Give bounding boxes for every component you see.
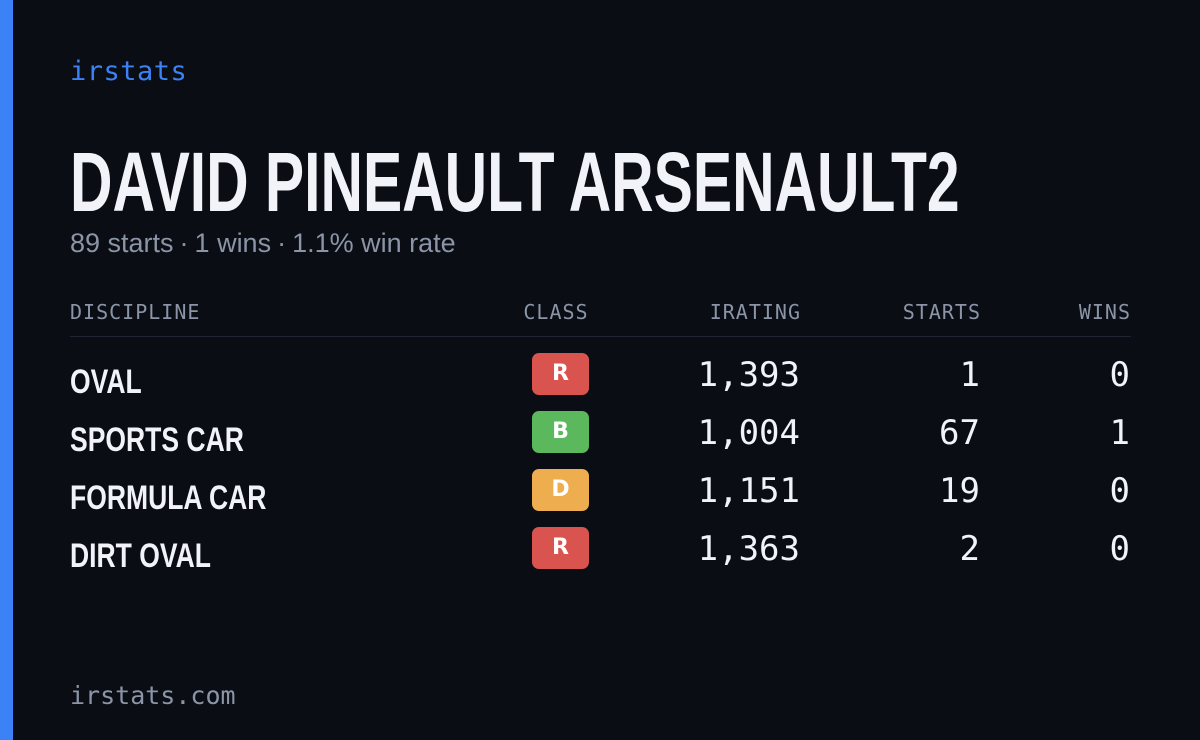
starts-value: 67	[939, 413, 980, 453]
discipline-name: SPORTS CAR	[70, 421, 244, 459]
header-starts: STARTS	[902, 300, 981, 324]
table-row: FORMULA CAR D 1,151 19 0	[70, 469, 1131, 527]
header-wins: WINS	[1078, 300, 1131, 324]
accent-bar	[0, 0, 13, 740]
table-row: SPORTS CAR B 1,004 67 1	[70, 411, 1131, 469]
wins-value: 0	[1109, 471, 1130, 511]
irating-value: 1,151	[697, 471, 800, 511]
irating-value: 1,393	[697, 355, 800, 395]
wins-value: 1	[1109, 413, 1130, 453]
class-badge: R	[532, 353, 589, 395]
header-irating: IRATING	[709, 300, 801, 324]
brand-label: irstats	[70, 56, 188, 87]
class-badge: R	[532, 527, 589, 569]
winrate-summary: 1.1% win rate	[292, 228, 456, 258]
footer-url: irstats.com	[70, 681, 236, 710]
header-class: CLASS	[523, 300, 589, 324]
header-discipline: DISCIPLINE	[70, 300, 201, 324]
separator: ·	[179, 228, 189, 258]
wins-value: 0	[1109, 355, 1130, 395]
discipline-name: FORMULA CAR	[70, 479, 267, 517]
starts-value: 1	[959, 355, 980, 395]
discipline-table: DISCIPLINE CLASS IRATING STARTS WINS OVA…	[70, 296, 1131, 575]
table-header: DISCIPLINE CLASS IRATING STARTS WINS	[70, 296, 1131, 337]
discipline-name: DIRT OVAL	[70, 537, 211, 575]
starts-value: 19	[939, 471, 980, 511]
wins-summary: 1 wins	[194, 228, 272, 258]
table-body: OVAL R 1,393 1 0 SPORTS CAR B 1,004 67 1…	[70, 353, 1131, 585]
irating-value: 1,004	[697, 413, 800, 453]
discipline-name: OVAL	[70, 363, 142, 401]
wins-value: 0	[1109, 529, 1130, 569]
starts-summary: 89 starts	[70, 228, 174, 258]
driver-name: DAVID PINEAULT ARSENAULT2	[70, 135, 960, 229]
driver-summary: 89 starts · 1 wins · 1.1% win rate	[70, 228, 456, 259]
starts-value: 2	[959, 529, 980, 569]
irating-value: 1,363	[697, 529, 800, 569]
class-badge: B	[532, 411, 589, 453]
class-badge: D	[532, 469, 589, 511]
table-row: DIRT OVAL R 1,363 2 0	[70, 527, 1131, 585]
table-row: OVAL R 1,393 1 0	[70, 353, 1131, 411]
separator: ·	[277, 228, 287, 258]
